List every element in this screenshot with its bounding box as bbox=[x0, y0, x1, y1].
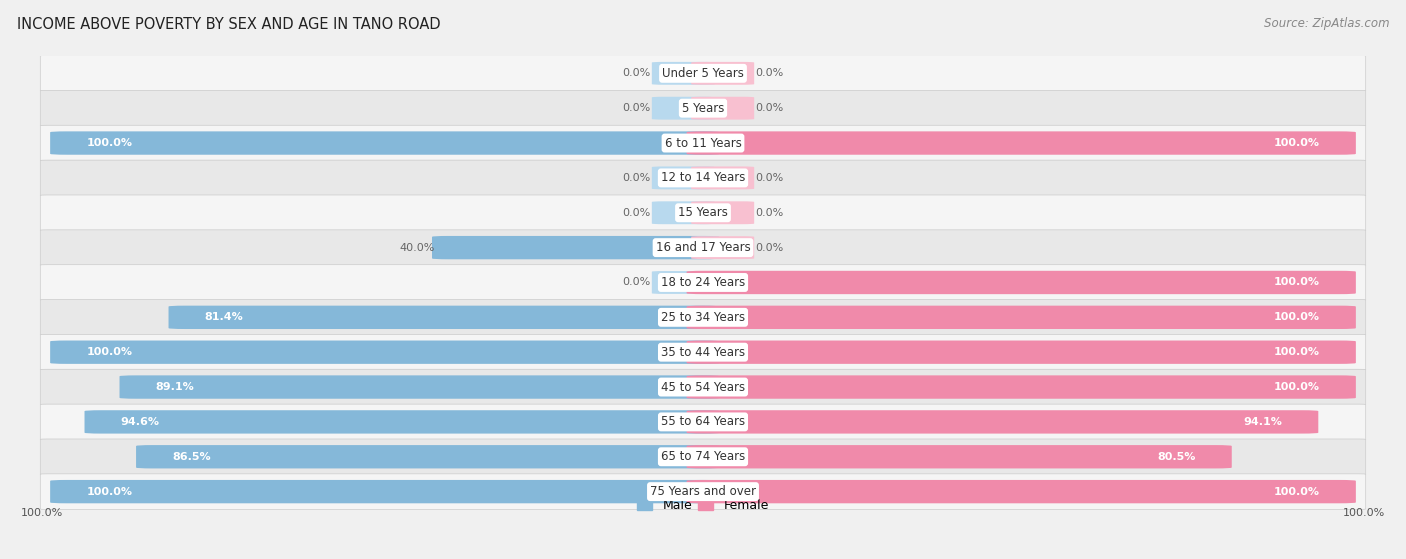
Text: 0.0%: 0.0% bbox=[755, 173, 783, 183]
Text: 45 to 54 Years: 45 to 54 Years bbox=[661, 381, 745, 394]
Text: 6 to 11 Years: 6 to 11 Years bbox=[665, 136, 741, 150]
Text: 86.5%: 86.5% bbox=[172, 452, 211, 462]
Text: 100.0%: 100.0% bbox=[86, 487, 132, 496]
Text: 65 to 74 Years: 65 to 74 Years bbox=[661, 450, 745, 463]
FancyBboxPatch shape bbox=[120, 376, 720, 399]
FancyBboxPatch shape bbox=[41, 55, 1365, 91]
FancyBboxPatch shape bbox=[51, 131, 720, 155]
FancyBboxPatch shape bbox=[692, 62, 754, 85]
FancyBboxPatch shape bbox=[41, 125, 1365, 161]
FancyBboxPatch shape bbox=[51, 340, 720, 364]
FancyBboxPatch shape bbox=[686, 131, 1355, 155]
FancyBboxPatch shape bbox=[41, 230, 1365, 266]
Text: 94.1%: 94.1% bbox=[1243, 417, 1282, 427]
FancyBboxPatch shape bbox=[41, 404, 1365, 440]
FancyBboxPatch shape bbox=[136, 445, 720, 468]
FancyBboxPatch shape bbox=[686, 445, 1232, 468]
Text: 0.0%: 0.0% bbox=[755, 68, 783, 78]
Text: Under 5 Years: Under 5 Years bbox=[662, 67, 744, 80]
FancyBboxPatch shape bbox=[692, 236, 754, 259]
Text: 0.0%: 0.0% bbox=[623, 68, 651, 78]
Text: 80.5%: 80.5% bbox=[1157, 452, 1195, 462]
Text: 94.6%: 94.6% bbox=[121, 417, 160, 427]
FancyBboxPatch shape bbox=[41, 439, 1365, 475]
Text: 18 to 24 Years: 18 to 24 Years bbox=[661, 276, 745, 289]
FancyBboxPatch shape bbox=[692, 167, 754, 190]
Text: INCOME ABOVE POVERTY BY SEX AND AGE IN TANO ROAD: INCOME ABOVE POVERTY BY SEX AND AGE IN T… bbox=[17, 17, 440, 32]
Text: 0.0%: 0.0% bbox=[623, 103, 651, 113]
FancyBboxPatch shape bbox=[84, 410, 720, 434]
FancyBboxPatch shape bbox=[41, 334, 1365, 370]
FancyBboxPatch shape bbox=[41, 91, 1365, 126]
FancyBboxPatch shape bbox=[652, 271, 714, 294]
FancyBboxPatch shape bbox=[41, 369, 1365, 405]
Text: 0.0%: 0.0% bbox=[623, 277, 651, 287]
Text: 100.0%: 100.0% bbox=[86, 347, 132, 357]
Text: 100.0%: 100.0% bbox=[86, 138, 132, 148]
FancyBboxPatch shape bbox=[652, 201, 714, 224]
Text: 100.0%: 100.0% bbox=[1274, 382, 1320, 392]
Text: 55 to 64 Years: 55 to 64 Years bbox=[661, 415, 745, 428]
Legend: Male, Female: Male, Female bbox=[633, 494, 773, 517]
Text: 100.0%: 100.0% bbox=[1274, 347, 1320, 357]
FancyBboxPatch shape bbox=[652, 97, 714, 120]
Text: 5 Years: 5 Years bbox=[682, 102, 724, 115]
FancyBboxPatch shape bbox=[41, 265, 1365, 300]
FancyBboxPatch shape bbox=[41, 300, 1365, 335]
FancyBboxPatch shape bbox=[686, 376, 1355, 399]
FancyBboxPatch shape bbox=[686, 306, 1355, 329]
Text: 40.0%: 40.0% bbox=[399, 243, 436, 253]
Text: 0.0%: 0.0% bbox=[755, 208, 783, 218]
Text: 16 and 17 Years: 16 and 17 Years bbox=[655, 241, 751, 254]
Text: 0.0%: 0.0% bbox=[755, 103, 783, 113]
Text: 89.1%: 89.1% bbox=[156, 382, 194, 392]
Text: 0.0%: 0.0% bbox=[623, 208, 651, 218]
Text: 100.0%: 100.0% bbox=[1274, 138, 1320, 148]
FancyBboxPatch shape bbox=[686, 340, 1355, 364]
FancyBboxPatch shape bbox=[652, 167, 714, 190]
Text: 75 Years and over: 75 Years and over bbox=[650, 485, 756, 498]
Text: 100.0%: 100.0% bbox=[21, 508, 63, 518]
Text: 25 to 34 Years: 25 to 34 Years bbox=[661, 311, 745, 324]
FancyBboxPatch shape bbox=[41, 474, 1365, 509]
FancyBboxPatch shape bbox=[686, 480, 1355, 503]
FancyBboxPatch shape bbox=[41, 160, 1365, 196]
FancyBboxPatch shape bbox=[169, 306, 720, 329]
FancyBboxPatch shape bbox=[51, 480, 720, 503]
Text: 35 to 44 Years: 35 to 44 Years bbox=[661, 345, 745, 359]
Text: 81.4%: 81.4% bbox=[205, 312, 243, 323]
FancyBboxPatch shape bbox=[692, 97, 754, 120]
Text: 100.0%: 100.0% bbox=[1274, 312, 1320, 323]
Text: 100.0%: 100.0% bbox=[1274, 487, 1320, 496]
Text: 100.0%: 100.0% bbox=[1343, 508, 1385, 518]
Text: 12 to 14 Years: 12 to 14 Years bbox=[661, 172, 745, 184]
Text: Source: ZipAtlas.com: Source: ZipAtlas.com bbox=[1264, 17, 1389, 30]
FancyBboxPatch shape bbox=[686, 410, 1319, 434]
FancyBboxPatch shape bbox=[432, 236, 720, 259]
FancyBboxPatch shape bbox=[41, 195, 1365, 230]
FancyBboxPatch shape bbox=[692, 201, 754, 224]
FancyBboxPatch shape bbox=[686, 271, 1355, 294]
Text: 15 Years: 15 Years bbox=[678, 206, 728, 219]
Text: 100.0%: 100.0% bbox=[1274, 277, 1320, 287]
Text: 0.0%: 0.0% bbox=[623, 173, 651, 183]
Text: 0.0%: 0.0% bbox=[755, 243, 783, 253]
FancyBboxPatch shape bbox=[652, 62, 714, 85]
